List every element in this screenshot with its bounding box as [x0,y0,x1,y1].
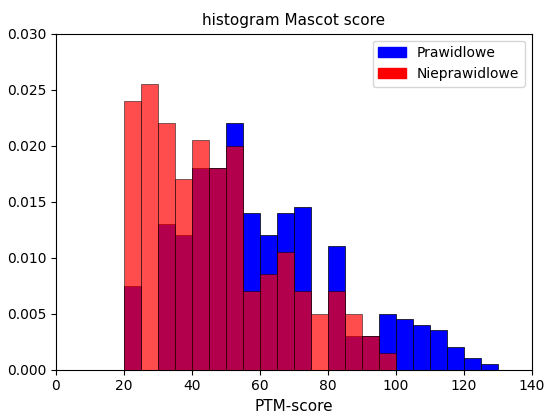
Bar [124,101,141,370]
Bar [141,84,158,370]
Bar [243,291,260,370]
Bar [277,252,294,370]
Bar [260,235,277,370]
Bar [328,247,345,370]
Bar [209,168,226,370]
Bar [260,274,277,370]
Title: histogram Mascot score: histogram Mascot score [202,13,386,28]
Bar [481,364,498,370]
Bar [175,179,192,370]
Bar [311,314,328,370]
Bar [294,291,311,370]
Bar [277,213,294,370]
Y-axis label: P: P [0,197,1,206]
Bar [243,213,260,370]
Bar [158,224,175,370]
Bar [362,336,379,370]
Bar [192,140,209,370]
Bar [158,123,175,370]
Bar [175,235,192,370]
Bar [345,314,362,370]
Bar [362,336,379,370]
Bar [328,291,345,370]
Bar [124,286,141,370]
Bar [226,123,243,370]
Bar [226,146,243,370]
Bar [413,325,430,370]
X-axis label: PTM-score: PTM-score [255,399,333,414]
Bar [192,168,209,370]
Bar [294,207,311,370]
Bar [464,358,481,370]
Bar [379,353,396,370]
Bar [379,314,396,370]
Bar [430,331,447,370]
Bar [209,168,226,370]
Legend: Prawidlowe, Nieprawidlowe: Prawidlowe, Nieprawidlowe [373,41,525,87]
Bar [396,319,413,370]
Bar [345,336,362,370]
Bar [447,347,464,370]
